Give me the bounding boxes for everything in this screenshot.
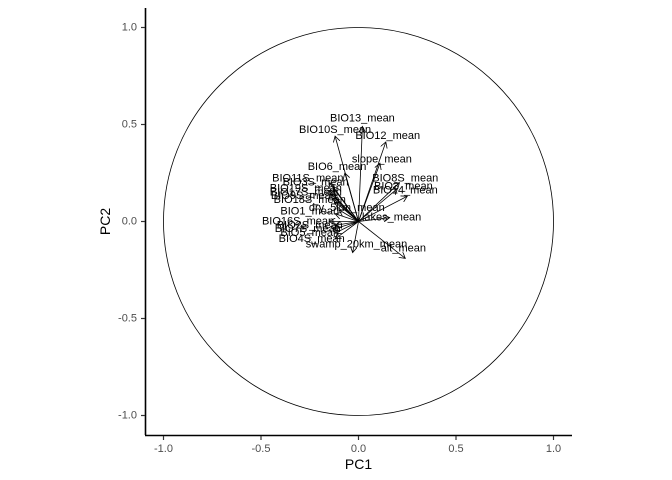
loading-label-14: dry_5km_mean	[309, 202, 385, 214]
loading-label-17: BIO16S_mean	[262, 215, 334, 227]
y-tick-label: 0.5	[122, 118, 137, 130]
loading-label-18: BIO2S_mean	[277, 219, 343, 231]
loading-arrow-7	[358, 196, 408, 222]
y-tick-label: 0.0	[122, 215, 137, 227]
loading-label-9: BIO3S_mean	[283, 177, 349, 189]
loading-arrow-22	[353, 221, 359, 253]
loading-label-20: BIO5_mean	[280, 227, 339, 239]
loading-label-21: BIO4S_mean	[279, 233, 345, 245]
loading-arrow-9	[333, 187, 359, 222]
loading-label-11: BIO17S_mean	[270, 186, 342, 198]
loading-arrow-14	[339, 210, 359, 222]
loading-label-0: BIO13_mean	[330, 113, 395, 125]
x-tick-label: 0.5	[448, 443, 463, 455]
y-tick-label: -0.5	[118, 312, 137, 324]
y-tick-label: -1.0	[118, 409, 137, 421]
x-axis-title: PC1	[345, 456, 372, 472]
loading-label-3: slope_mean	[352, 153, 412, 165]
loading-label-10: BIO19S_mean	[270, 182, 342, 194]
loading-label-13: BIO18S_mean	[274, 194, 346, 206]
x-tick-label: -1.0	[154, 443, 173, 455]
unit-circle	[163, 27, 554, 416]
loading-arrow-23	[358, 221, 406, 259]
loading-label-6: BIO3_mean	[374, 180, 433, 192]
loading-label-16: BIO1_mean	[280, 206, 339, 218]
loading-arrow-3	[358, 163, 380, 222]
loading-arrow-21	[335, 221, 359, 239]
loading-label-19: BIO7S_mean	[275, 223, 341, 235]
x-tick-label: -0.5	[252, 443, 271, 455]
loading-label-5: BIO8S_mean	[372, 173, 438, 185]
x-tick-label: 0.0	[351, 443, 366, 455]
x-tick-label: 1.0	[546, 443, 561, 455]
loading-label-7: BIO14_mean	[373, 184, 438, 196]
loading-arrow-4	[345, 173, 359, 222]
loading-label-4: BIO6_mean	[308, 161, 367, 173]
loading-label-8: BIO11S_mean	[272, 173, 343, 185]
y-axis-title: PC2	[97, 208, 113, 235]
y-tick-label: 1.0	[122, 21, 137, 33]
loading-arrow-20	[335, 221, 359, 234]
loading-arrow-6	[358, 189, 398, 222]
loading-arrow-15	[358, 218, 390, 222]
y-axis-ticks: -1.0 -0.5 0.0 0.5 1.0	[118, 21, 145, 421]
loading-label-1: BIO12_mean	[355, 130, 420, 142]
loading-label-15: lakes_mean	[362, 212, 421, 224]
loading-label-12: BIO9S_mean	[271, 190, 337, 202]
loading-arrow-13	[335, 202, 359, 222]
loading-label-23: alt_mean	[381, 243, 426, 255]
loading-label-22: swamp_20km_mean	[306, 239, 408, 251]
loading-arrow-16	[335, 214, 359, 222]
loading-label-2: BIO10S_mean	[299, 124, 371, 136]
loading-arrow-0	[358, 126, 363, 222]
x-axis-ticks: -1.0 -0.5 0.0 0.5 1.0	[154, 436, 561, 455]
